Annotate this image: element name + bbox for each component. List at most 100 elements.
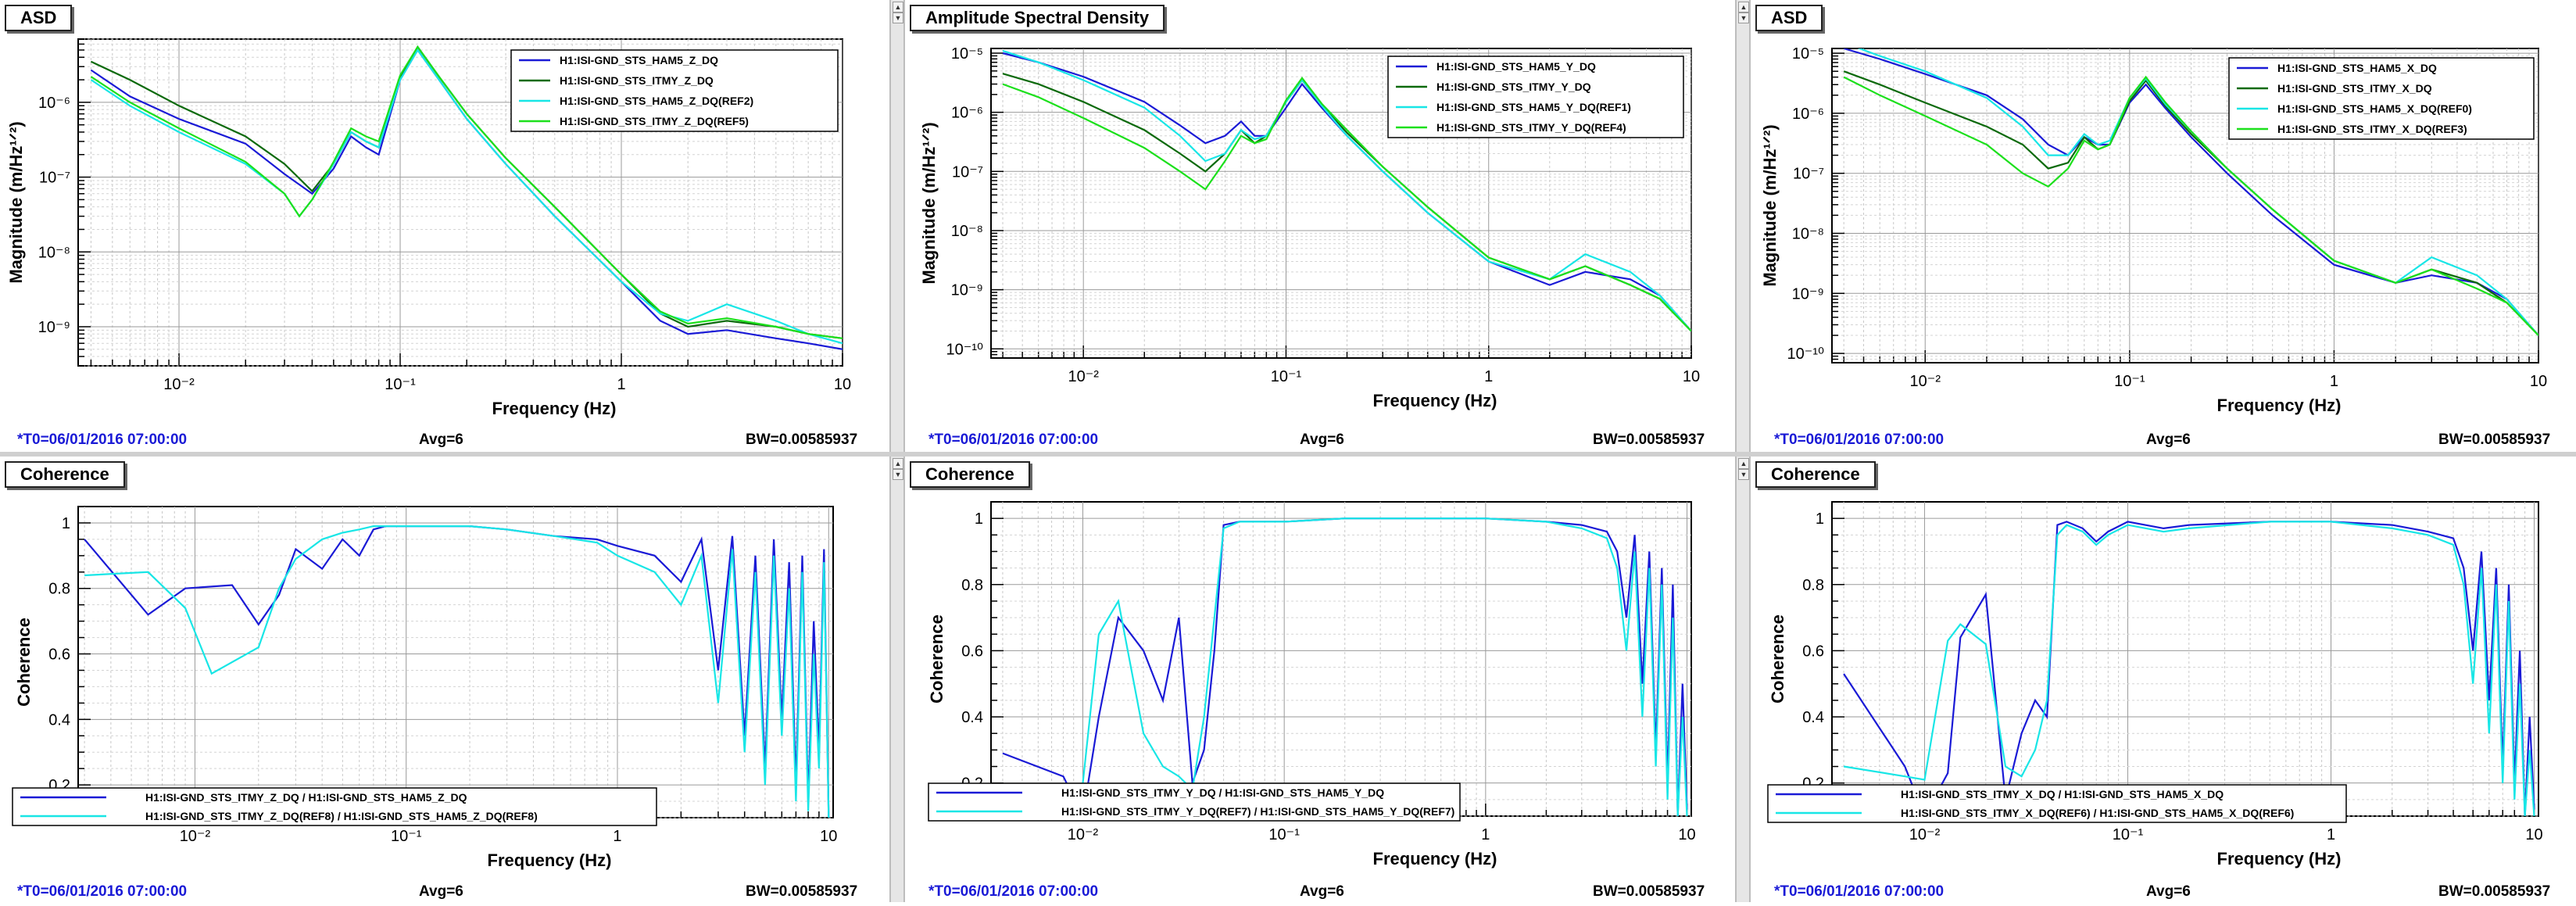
expand-arrow-icon[interactable]: ▼ <box>1738 13 1749 23</box>
collapse-arrow-icon[interactable]: ▲ <box>893 2 903 13</box>
y-tick-label: 10⁻⁵ <box>951 45 983 63</box>
expand-arrow-icon[interactable]: ▼ <box>1738 469 1749 480</box>
x-tick-label: 10⁻² <box>163 376 195 393</box>
x-tick-label: 10⁻² <box>1068 826 1099 843</box>
y-tick-label: 0.8 <box>961 577 983 594</box>
y-tick-label: 0.8 <box>1802 577 1824 594</box>
x-tick-label: 10⁻¹ <box>1271 368 1302 385</box>
avg-label: Avg=6 <box>2146 883 2191 900</box>
y-tick-label: 10⁻⁷ <box>39 170 70 187</box>
legend-entry: H1:ISI-GND_STS_HAM5_X_DQ <box>2277 62 2437 74</box>
panel-title-tab[interactable]: Amplitude Spectral Density <box>910 5 1165 31</box>
y-tick-label: 10⁻⁸ <box>951 223 983 240</box>
bw-label: BW=0.00585937 <box>2438 883 2551 900</box>
panel-title-tab[interactable]: Coherence <box>5 461 125 488</box>
t0-label: *T0=06/01/2016 07:00:00 <box>17 883 188 900</box>
x-axis-label: Frequency (Hz) <box>488 850 612 870</box>
legend-entry: H1:ISI-GND_STS_ITMY_Z_DQ <box>560 74 714 87</box>
legend-box <box>12 787 657 826</box>
bw-label: BW=0.00585937 <box>1593 432 1705 448</box>
plot-area <box>77 506 834 818</box>
panel-title-tab[interactable]: ASD <box>5 5 73 31</box>
y-tick-label: 10⁻¹⁰ <box>1787 346 1824 363</box>
x-tick-label: 10 <box>2530 373 2547 390</box>
t0-label: *T0=06/01/2016 07:00:00 <box>928 432 1099 448</box>
vertical-splitter-right[interactable] <box>1735 0 1751 902</box>
legend-entry: H1:ISI-GND_STS_ITMY_Y_DQ(REF4) <box>1436 121 1626 134</box>
y-tick-label: 0.4 <box>48 711 70 729</box>
chart-asd-x[interactable]: 10⁻² 10⁻¹ 1 10 10⁻¹⁰ 10⁻⁹ 10⁻⁸ 10⁻⁷ 10⁻⁶ 10⁻⁵ Freq… <box>1751 0 2576 452</box>
legend-entry: H1:ISI-GND_STS_HAM5_Y_DQ <box>1436 60 1596 73</box>
y-tick-label: 10⁻⁸ <box>38 244 70 261</box>
y-tick-label: 10⁻⁷ <box>1793 166 1824 183</box>
expand-arrow-icon[interactable]: ▼ <box>893 13 903 23</box>
series-line <box>90 45 843 339</box>
y-tick-label: 1 <box>62 515 70 532</box>
avg-label: Avg=6 <box>419 432 463 448</box>
t0-label: *T0=06/01/2016 07:00:00 <box>928 883 1099 900</box>
y-axis-label: Magnitude (m/Hz¹ᐟ²) <box>1760 124 1780 286</box>
collapse-arrow-icon[interactable]: ▲ <box>1738 458 1749 469</box>
x-axis-label: Frequency (Hz) <box>1373 849 1497 868</box>
x-tick-label: 10⁻¹ <box>2113 826 2144 843</box>
x-tick-label: 10 <box>1683 368 1700 385</box>
legend-entry: H1:ISI-GND_STS_ITMY_X_DQ(REF3) <box>2277 123 2467 135</box>
y-axis-label: Coherence <box>927 614 946 704</box>
legend-entry: H1:ISI-GND_STS_ITMY_X_DQ / H1:ISI-GND_ST… <box>1901 788 2224 800</box>
legend-entry: H1:ISI-GND_STS_ITMY_Z_DQ(REF8) / H1:ISI-… <box>145 810 538 822</box>
y-tick-label: 0.4 <box>961 709 983 726</box>
x-tick-label: 1 <box>1484 368 1493 385</box>
panel-title-tab[interactable]: ASD <box>1755 5 1823 31</box>
panel-coherence-x: Coherence 10⁻² 10⁻¹ 1 10 0.2 0.4 0.6 0.8 1 Freque… <box>1751 457 2576 902</box>
legend-box <box>1767 784 2347 823</box>
bw-label: BW=0.00585937 <box>2438 432 2551 448</box>
horizontal-splitter[interactable] <box>0 452 2576 457</box>
vertical-splitter-left[interactable] <box>889 0 905 902</box>
x-tick-label: 10⁻¹ <box>385 376 416 393</box>
bw-label: BW=0.00585937 <box>746 432 858 448</box>
x-tick-label: 10⁻² <box>1068 368 1099 385</box>
y-tick-label: 10⁻⁸ <box>1792 225 1824 242</box>
legend-entry: H1:ISI-GND_STS_ITMY_Z_DQ(REF5) <box>560 115 749 127</box>
x-tick-label: 10⁻² <box>1910 373 1941 390</box>
series-line <box>1002 52 1691 332</box>
panel-title-tab[interactable]: Coherence <box>1755 461 1876 488</box>
panel-asd-y: Amplitude Spectral Density 10⁻² 10⁻¹ 1 10 10… <box>905 0 1735 452</box>
x-tick-label: 1 <box>2330 373 2338 390</box>
x-axis-label: Frequency (Hz) <box>492 399 617 418</box>
y-axis-label: Magnitude (m/Hz¹ᐟ²) <box>6 121 26 283</box>
series-line <box>1002 76 1691 332</box>
avg-label: Avg=6 <box>1300 883 1344 900</box>
collapse-arrow-icon[interactable]: ▲ <box>893 458 903 469</box>
x-axis-label: Frequency (Hz) <box>2217 396 2342 415</box>
series-line <box>1843 75 2538 336</box>
chart-asd-y[interactable]: 10⁻² 10⁻¹ 1 10 10⁻¹⁰ 10⁻⁹ 10⁻⁸ 10⁻⁷ 10⁻⁶ 10⁻⁵ Freq… <box>905 0 1735 452</box>
y-tick-label: 0.4 <box>1802 709 1824 726</box>
collapse-arrow-icon[interactable]: ▲ <box>1738 2 1749 13</box>
x-tick-label: 10 <box>2525 826 2542 843</box>
legend-entry: H1:ISI-GND_STS_ITMY_Z_DQ / H1:ISI-GND_ST… <box>145 791 467 804</box>
plot-area <box>990 501 1692 817</box>
legend-entry: H1:ISI-GND_STS_HAM5_Z_DQ(REF2) <box>560 95 753 107</box>
y-tick-label: 1 <box>1816 510 1824 528</box>
y-tick-label: 10⁻⁹ <box>951 282 983 299</box>
y-tick-label: 10⁻⁹ <box>38 319 70 336</box>
y-tick-label: 10⁻⁶ <box>951 105 983 122</box>
x-tick-label: 10⁻² <box>180 828 211 845</box>
bw-label: BW=0.00585937 <box>746 883 858 900</box>
y-tick-label: 10⁻⁶ <box>38 95 70 112</box>
legend-entry: H1:ISI-GND_STS_ITMY_X_DQ(REF6) / H1:ISI-… <box>1901 807 2294 819</box>
avg-label: Avg=6 <box>419 883 463 900</box>
expand-arrow-icon[interactable]: ▼ <box>893 469 903 480</box>
panel-coherence-y: Coherence 10⁻²10⁻¹1100.20.40.60.81Freque… <box>905 457 1735 902</box>
y-tick-label: 10⁻⁹ <box>1792 285 1824 303</box>
y-tick-label: 10⁻⁶ <box>1792 106 1824 123</box>
chart-asd-z[interactable]: 10⁻² 10⁻¹ 1 10 10⁻⁹ 10⁻⁸ 10⁻⁷ 10⁻⁶ Frequency (Hz… <box>0 0 889 452</box>
panel-title-tab[interactable]: Coherence <box>910 461 1030 488</box>
t0-label: *T0=06/01/2016 07:00:00 <box>1774 883 1945 900</box>
y-tick-label: 1 <box>975 510 983 528</box>
series-line <box>1843 48 2538 336</box>
